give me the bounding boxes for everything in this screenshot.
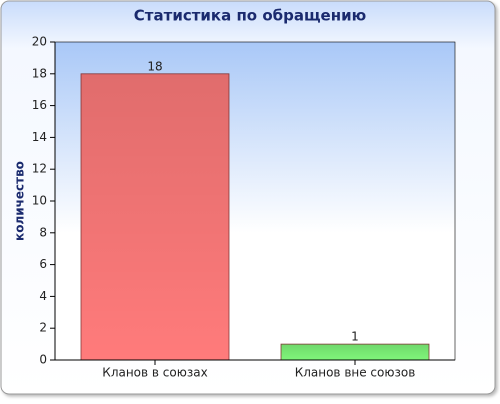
data-label: 18 bbox=[147, 59, 162, 73]
y-tick-label: 6 bbox=[39, 257, 47, 271]
y-tick-label: 8 bbox=[39, 225, 47, 239]
y-tick-label: 20 bbox=[32, 35, 47, 49]
y-tick-label: 10 bbox=[32, 194, 47, 208]
y-tick-label: 14 bbox=[32, 130, 47, 144]
y-axis-label: количество bbox=[13, 161, 27, 241]
y-tick-label: 16 bbox=[32, 98, 47, 112]
bar-shade bbox=[281, 344, 429, 360]
y-tick-label: 0 bbox=[39, 353, 47, 367]
data-label: 1 bbox=[351, 330, 359, 344]
x-tick-label: Кланов в союзах bbox=[102, 366, 207, 380]
x-tick-label: Кланов вне союзов bbox=[295, 366, 416, 380]
chart-title: Статистика по обращению bbox=[134, 7, 366, 25]
y-tick-label: 2 bbox=[39, 321, 47, 335]
y-tick-label: 18 bbox=[32, 66, 47, 80]
y-tick-label: 4 bbox=[39, 289, 47, 303]
plot-border bbox=[54, 41, 456, 361]
y-tick-label: 12 bbox=[32, 162, 47, 176]
bar-shade bbox=[81, 73, 229, 361]
